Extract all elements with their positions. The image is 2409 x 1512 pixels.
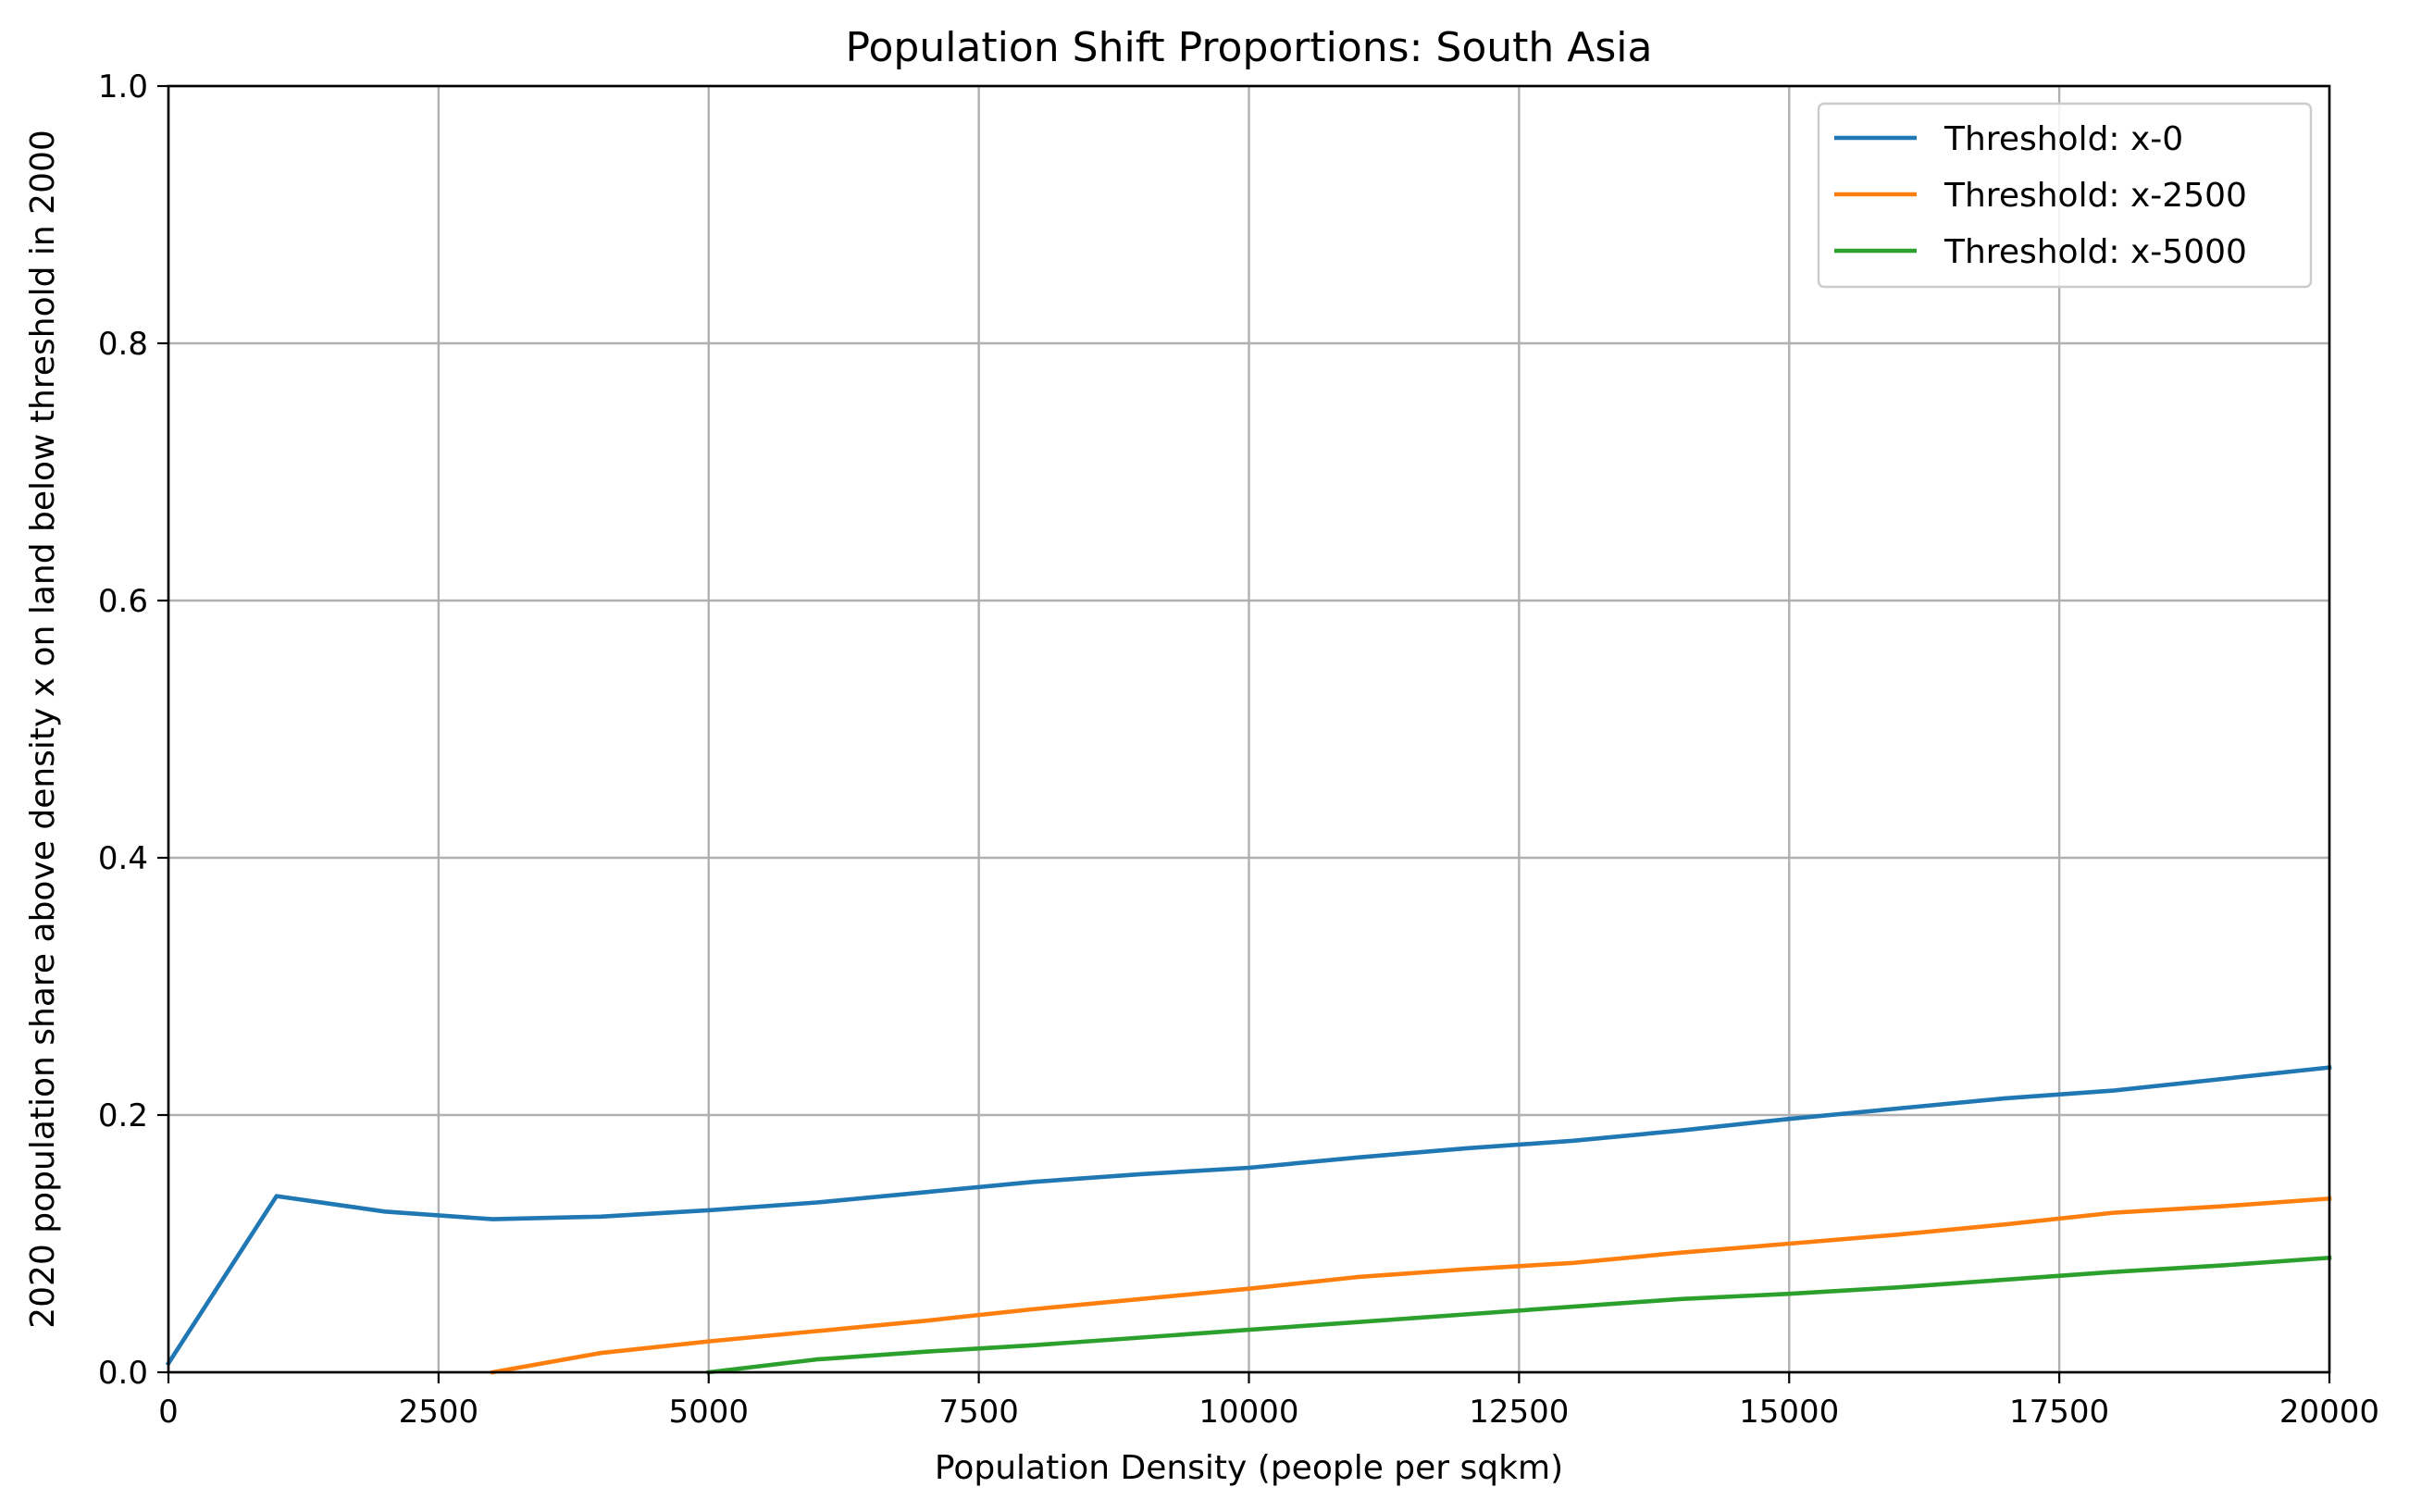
x-tick-label: 20000 [2279, 1394, 2379, 1431]
x-tick-label: 15000 [1739, 1394, 1839, 1431]
x-tick-label: 5000 [668, 1394, 749, 1431]
x-axis-label: Population Density (people per sqkm) [935, 1449, 1563, 1487]
x-tick-label: 2500 [399, 1394, 479, 1431]
axis-ticks: 0 2500 5000 7500 10000 12500 15000 17500 20000 0.… [98, 68, 2379, 1431]
y-tick-label: 1.0 [98, 68, 148, 105]
series-line-2 [490, 1196, 2332, 1375]
y-tick-label: 0.2 [98, 1097, 148, 1134]
legend: Threshold: x-0 Threshold: x-2500 Threshold… [1817, 102, 2313, 289]
y-axis-label: 2020 population share above density x on… [24, 130, 62, 1329]
legend-label: Threshold: x-0 [1943, 120, 2183, 158]
legend-label: Threshold: x-2500 [1943, 177, 2247, 215]
series-line-1 [165, 1065, 2332, 1367]
series-lines [165, 1065, 2332, 1375]
x-tick-label: 12500 [1469, 1394, 1569, 1431]
y-tick-label: 0.8 [98, 326, 148, 363]
y-tick-label: 0.4 [98, 840, 148, 877]
legend-box [1817, 102, 2313, 289]
y-tick-label: 0.0 [98, 1355, 148, 1392]
x-tick-label: 7500 [938, 1394, 1019, 1431]
y-tick-label: 0.6 [98, 583, 148, 620]
x-tick-label: 10000 [1198, 1394, 1298, 1431]
chart-title: Population Shift Proportions: South Asia [846, 24, 1653, 71]
series-line-3 [706, 1255, 2332, 1375]
x-tick-label: 0 [158, 1394, 179, 1431]
x-tick-label: 17500 [2009, 1394, 2109, 1431]
legend-label: Threshold: x-5000 [1943, 233, 2247, 271]
